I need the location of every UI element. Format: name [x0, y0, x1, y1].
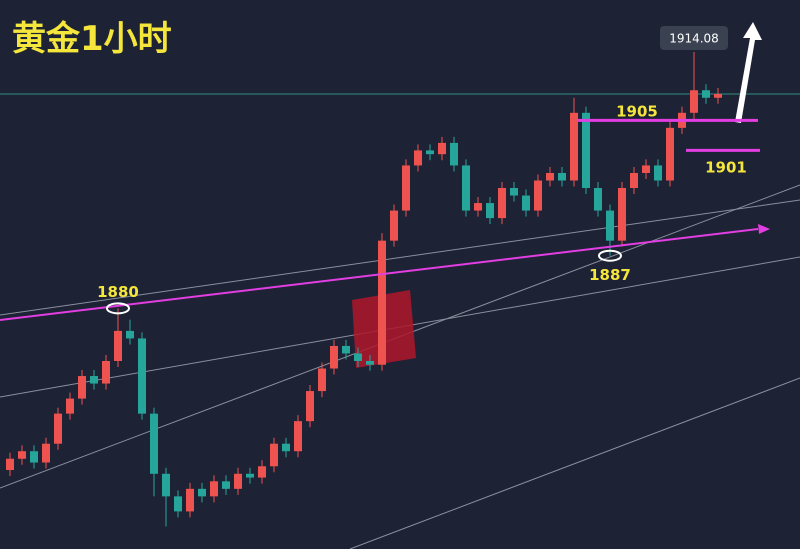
up-arrow [735, 22, 762, 123]
candle-body [606, 210, 614, 241]
candle-body [66, 398, 74, 414]
candle-body [546, 172, 554, 181]
channel-line [349, 377, 800, 549]
candle-body [246, 473, 254, 478]
candle-body [306, 391, 314, 422]
candle-body [462, 165, 470, 211]
candle-body [282, 443, 290, 452]
candle-body [510, 188, 518, 196]
candle-body [30, 451, 38, 463]
candles [0, 52, 800, 527]
candle-body [186, 488, 194, 512]
candle-body [42, 443, 50, 463]
candle-body [162, 473, 170, 497]
candle-body [534, 180, 542, 211]
point-label: 1887 [589, 266, 631, 284]
candle-body [342, 345, 350, 354]
candle-body [402, 165, 410, 211]
level-label: 1901 [705, 159, 747, 177]
candle-body [150, 413, 158, 474]
candle-body [450, 142, 458, 166]
candle-body [690, 90, 698, 113]
candle-body [390, 210, 398, 241]
candle-body [666, 127, 674, 181]
candle-body [582, 112, 590, 189]
level-label: 1905 [616, 103, 658, 121]
candle-body [558, 172, 566, 181]
candle-body [438, 142, 446, 155]
candle-body [258, 466, 266, 478]
candle-body [618, 188, 626, 241]
candle-body [354, 353, 362, 361]
candle-body [426, 150, 434, 155]
candle-body [474, 203, 482, 211]
chart-title: 黄金1小时 [12, 19, 172, 59]
candle-body [330, 345, 338, 369]
candle-body [126, 330, 134, 339]
candle-body [654, 165, 662, 181]
point-label: 1880 [97, 283, 139, 301]
candle-body [714, 94, 722, 98]
candle-body [498, 188, 506, 219]
point-marker [598, 249, 622, 262]
candle-body [138, 338, 146, 414]
candle-body [414, 150, 422, 166]
candle-body [294, 421, 302, 452]
candle-body [642, 165, 650, 173]
candle-body [78, 376, 86, 399]
candle-body [522, 195, 530, 211]
candle-body [198, 488, 206, 497]
candle-body [6, 458, 14, 471]
candle-body [594, 188, 602, 211]
price-badge-label: 1914.08 [669, 32, 719, 46]
candle-body [486, 203, 494, 219]
candle-body [174, 496, 182, 512]
candle-body [366, 360, 374, 365]
candle-body [378, 240, 386, 365]
candle-body [222, 481, 230, 489]
candle-body [114, 330, 122, 361]
point-marker [106, 302, 130, 315]
price-badge [660, 26, 728, 50]
candle-body [54, 413, 62, 444]
candle-body [102, 360, 110, 384]
candle-body [570, 112, 578, 181]
candle-body [702, 90, 710, 98]
candle-body [630, 172, 638, 189]
candle-body [318, 368, 326, 392]
candle-body [234, 473, 242, 489]
candle-body [270, 443, 278, 467]
candle-body [90, 376, 98, 384]
channel-line [0, 199, 800, 316]
candle-body [18, 451, 26, 459]
candle-body [210, 481, 218, 497]
trend-arrow [758, 224, 770, 234]
